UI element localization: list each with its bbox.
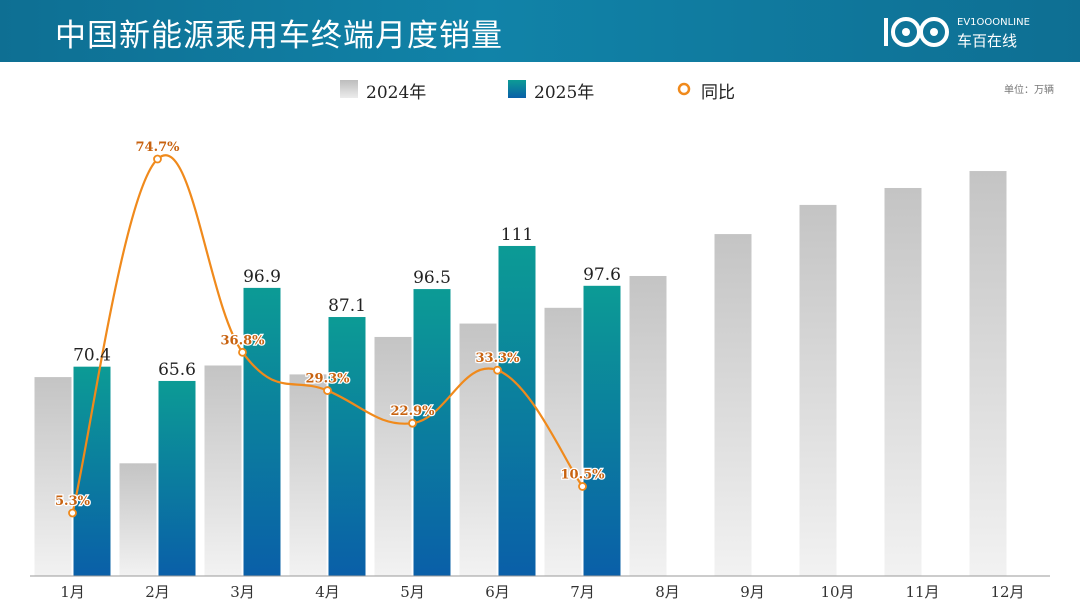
legend-label-yoy: 同比 xyxy=(701,83,735,103)
legend-swatch-2024 xyxy=(340,80,358,98)
bar-2025-value-label: 111 xyxy=(501,225,533,245)
yoy-value-label: 22.9% xyxy=(390,404,435,419)
x-tick-label: 11月 xyxy=(905,583,939,601)
bar-2025-value-label: 97.6 xyxy=(583,265,621,285)
x-tick-label: 6月 xyxy=(485,583,510,601)
bar-2024 xyxy=(884,187,922,577)
bar-2025 xyxy=(413,289,451,576)
legend-label-2024: 2024年 xyxy=(366,83,427,103)
yoy-point xyxy=(408,418,417,428)
yoy-value-label: 10.5% xyxy=(560,467,605,482)
bar-2025-value-label: 65.6 xyxy=(158,360,196,380)
yoy-line-layer xyxy=(68,154,587,518)
header-bar: 中国新能源乘用车终端月度销量 EV1OOONLINE 车百在线 xyxy=(0,0,1080,62)
bar-2025 xyxy=(243,287,281,576)
bar-2024 xyxy=(969,171,1007,577)
bar-2025 xyxy=(73,366,111,576)
unit-label: 单位：万辆 xyxy=(1004,85,1054,96)
yoy-point xyxy=(68,508,77,518)
x-tick-label: 2月 xyxy=(145,583,170,601)
x-tick-label: 7月 xyxy=(570,583,595,601)
x-tick-label: 4月 xyxy=(315,583,340,601)
logo: EV1OOONLINE 车百在线 xyxy=(884,15,1054,50)
yoy-point xyxy=(493,365,502,375)
x-tick-label: 3月 xyxy=(230,583,255,601)
x-tick-label: 10月 xyxy=(820,583,854,601)
x-tick-label: 9月 xyxy=(740,583,765,601)
yoy-value-label: 33.3% xyxy=(475,351,520,366)
bar-2024 xyxy=(34,377,72,576)
x-tick-label: 8月 xyxy=(655,583,680,601)
yoy-value-label: 36.8% xyxy=(220,333,265,348)
bars-layer xyxy=(34,171,1007,577)
yoy-value-label: 29.3% xyxy=(305,372,350,387)
x-tick-label: 1月 xyxy=(60,583,85,601)
yoy-point xyxy=(153,154,162,164)
bar-2024 xyxy=(459,323,497,576)
bar-2024 xyxy=(119,463,157,576)
bar-2025-value-label: 96.9 xyxy=(243,267,281,287)
bar-2025 xyxy=(328,317,366,576)
bar-2024 xyxy=(289,374,327,576)
bar-2024 xyxy=(544,307,582,576)
bar-2025 xyxy=(583,285,621,576)
data-labels-layer: 70.4 65.6 96.9 87.1 96.5 111 97.6 5.3% 74.7% 36.8… xyxy=(54,139,621,510)
x-tick-label: 5月 xyxy=(400,583,425,601)
logo-text-en: EV1OOONLINE xyxy=(957,17,1030,28)
yoy-point xyxy=(323,386,332,395)
bar-2025 xyxy=(158,380,196,576)
bar-2025-value-label: 96.5 xyxy=(413,268,451,288)
legend-marker-yoy xyxy=(677,82,691,96)
bar-2024 xyxy=(374,336,412,576)
bar-2024 xyxy=(204,365,242,576)
bar-2024 xyxy=(629,275,667,576)
page-title: 中国新能源乘用车终端月度销量 xyxy=(55,18,503,54)
yoy-point xyxy=(578,482,587,491)
yoy-value-label: 5.3% xyxy=(55,494,91,509)
legend-swatch-2025 xyxy=(508,80,526,98)
bar-2025 xyxy=(498,245,536,576)
bar-2024 xyxy=(714,234,752,577)
yoy-value-label: 74.7% xyxy=(135,140,180,155)
bar-2025-value-label: 70.4 xyxy=(73,346,111,366)
bar-2025-value-label: 87.1 xyxy=(328,296,366,316)
logo-mark xyxy=(884,17,949,47)
yoy-point xyxy=(238,347,247,357)
legend-label-2025: 2025年 xyxy=(534,83,595,103)
logo-text-cn: 车百在线 xyxy=(957,32,1018,50)
x-tick-labels: 1月 2月 3月 4月 5月 6月 7月 8月 9月 10月 11月 12月 xyxy=(60,583,1024,601)
bar-2024 xyxy=(799,204,837,577)
x-tick-label: 12月 xyxy=(990,583,1024,601)
